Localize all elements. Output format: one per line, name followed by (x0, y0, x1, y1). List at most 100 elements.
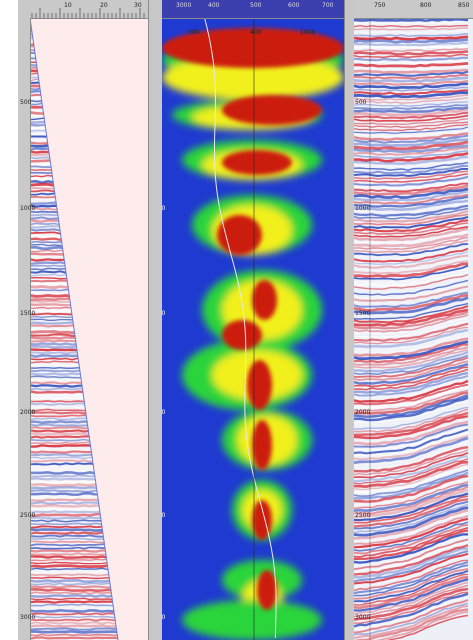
seismic-reflector (354, 155, 469, 166)
seismic-reflector (354, 199, 469, 211)
seismic-reflector (354, 452, 469, 479)
seismic-reflector (354, 193, 469, 205)
seismic-reflector (354, 428, 469, 455)
seismic-reflector (354, 311, 469, 330)
seismic-reflector (354, 340, 469, 361)
seismic-reflector (354, 567, 469, 600)
seismic-reflector (354, 111, 469, 120)
velocity-high-core (222, 320, 262, 350)
seismic-reflector (354, 423, 469, 448)
seismic-reflector (354, 400, 469, 424)
left-depth-ruler (18, 18, 31, 640)
seismic-reflector (354, 581, 469, 615)
seismic-reflector (354, 477, 469, 507)
seismic-reflector (354, 411, 469, 436)
seismic-reflector (354, 239, 469, 254)
seismic-reflector (354, 215, 469, 229)
seismic-reflector (354, 264, 469, 281)
seismic-reflector (354, 314, 469, 333)
seismic-reflector (354, 299, 469, 317)
seismic-reflector (354, 559, 469, 592)
seismic-reflector (354, 371, 469, 394)
seismic-reflector (354, 62, 469, 68)
seismic-reflector (354, 175, 469, 187)
seismic-reflector (354, 552, 469, 585)
seismic-reflector (354, 483, 469, 513)
seismic-reflector (354, 204, 469, 218)
ruler-label: 800 (420, 2, 432, 9)
seismic-reflector (354, 587, 469, 621)
seismic-reflector (354, 591, 469, 624)
seismic-reflector (354, 44, 469, 50)
seismic-reflector (354, 334, 469, 355)
seismic-reflector (354, 68, 469, 74)
seismic-reflector (354, 343, 468, 364)
depth-label: 500 (355, 99, 367, 106)
depth-label: 2500 (20, 512, 36, 519)
seismic-reflector (354, 524, 469, 555)
left-seismic-image (18, 0, 148, 640)
seismic-reflector (354, 132, 469, 141)
seismic-reflector (354, 512, 469, 543)
seismic-reflector (354, 446, 469, 473)
seismic-reflector (354, 219, 469, 233)
seismic-reflector (354, 431, 469, 457)
seismic-reflector (354, 460, 469, 488)
seismic-reflector (354, 106, 469, 114)
seismic-reflector (354, 573, 469, 606)
seismic-reflector (354, 30, 469, 34)
seismic-reflector (354, 101, 469, 107)
seismic-reflector (354, 173, 469, 183)
seismic-reflector (354, 317, 469, 336)
seismic-reflector (354, 207, 469, 220)
seismic-reflector (354, 94, 469, 101)
seismic-reflector (354, 285, 469, 302)
seismic-reflector (354, 293, 469, 312)
seismic-reflector (354, 436, 469, 464)
seismic-reflector (354, 91, 469, 99)
seismic-reflector (354, 561, 469, 595)
depth-label: 3000 (20, 614, 36, 621)
seismic-reflector (354, 187, 469, 199)
seismic-reflector (354, 182, 468, 193)
seismic-reflector (354, 144, 469, 154)
seismic-reflector (354, 158, 469, 168)
seismic-reflector (354, 308, 469, 327)
seismic-reflector (354, 592, 469, 628)
seismic-reflector (354, 65, 469, 72)
depth-label: 2500 (355, 512, 371, 519)
velocity-high-core (252, 280, 277, 320)
seismic-reflector (354, 374, 469, 397)
velocity-high-core (252, 500, 272, 540)
velocity-image (162, 0, 344, 640)
seismic-reflector (354, 288, 469, 305)
seismic-reflector (354, 564, 469, 597)
seismic-reflector (354, 471, 469, 500)
seismic-reflector (354, 517, 469, 549)
velocity-panel: 3000 400 500 600 700 300 400 1000 500 10… (162, 0, 344, 640)
seismic-reflector (354, 227, 469, 242)
seismic-reflector (354, 427, 469, 451)
seismic-reflector (354, 86, 469, 92)
velocity-high-core (217, 215, 262, 255)
velocity-sub-label: 300 (188, 29, 200, 36)
seismic-reflector (354, 260, 469, 275)
seismic-reflector (354, 41, 469, 47)
seismic-reflector (354, 328, 469, 349)
seismic-reflector (354, 578, 469, 612)
seismic-reflector (354, 82, 469, 90)
seismic-reflector (354, 348, 469, 369)
seismic-reflector (354, 449, 469, 476)
seismic-reflector (354, 506, 469, 537)
seismic-reflector (354, 602, 469, 636)
seismic-reflector (354, 576, 469, 610)
seismic-reflector (354, 533, 469, 564)
seismic-reflector (354, 322, 469, 342)
seismic-reflector (354, 89, 469, 96)
seismic-reflector (354, 420, 469, 446)
seismic-reflector (354, 366, 469, 388)
seismic-reflector (354, 38, 469, 44)
depth-label: 1000 (162, 205, 166, 212)
seismic-reflector (386, 614, 469, 640)
seismic-reflector (354, 70, 469, 77)
